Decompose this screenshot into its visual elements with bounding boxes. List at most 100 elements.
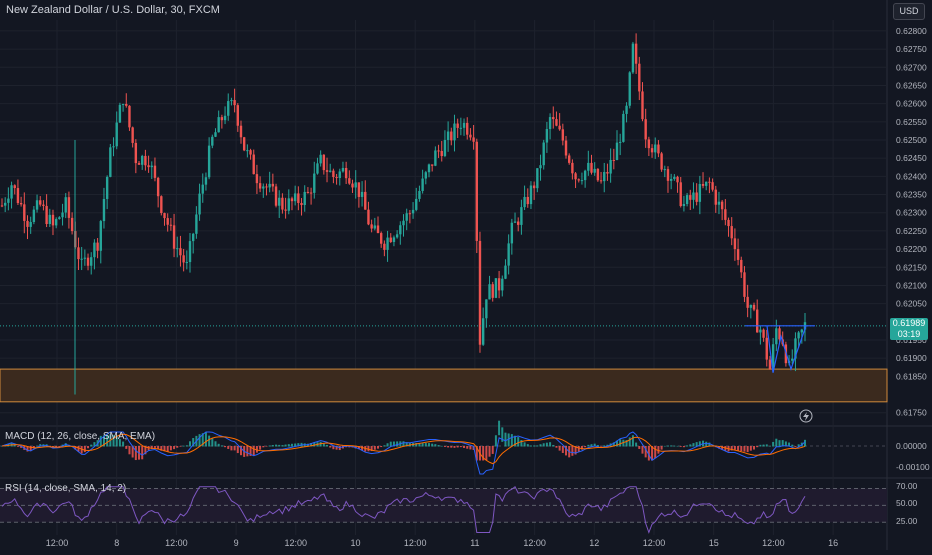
x-tick-label: 12:00 [285, 538, 308, 548]
candle-body [118, 104, 122, 123]
macd-histogram-bar [765, 444, 768, 447]
candle-body [249, 150, 252, 155]
candle-body [596, 168, 600, 181]
macd-histogram-bar [743, 446, 746, 452]
candle-body [179, 248, 182, 256]
candle-body [335, 177, 338, 179]
candle-body [227, 101, 230, 116]
candle-body [402, 220, 405, 226]
candle-body [217, 117, 220, 133]
macd-label[interactable]: MACD (12, 26, close, SMA, EMA) [5, 431, 156, 442]
macd-histogram-bar [565, 446, 568, 456]
macd-histogram-bar [740, 446, 743, 452]
macd-histogram-bar [112, 435, 115, 447]
candle-body [746, 296, 749, 308]
candle-body [281, 197, 284, 210]
macd-histogram-bar [756, 446, 759, 448]
candle-body [376, 225, 380, 234]
candle-body [207, 145, 211, 178]
candle-body [341, 167, 345, 172]
candle-body [644, 119, 647, 140]
macd-histogram-bar [287, 444, 290, 447]
candle-body [797, 332, 800, 339]
candle-body [214, 132, 217, 137]
candle-body [418, 190, 421, 199]
candle-body [660, 153, 663, 170]
candle-body [647, 139, 651, 149]
candle-body [166, 218, 169, 225]
macd-histogram-bar [549, 442, 552, 447]
candle-body [141, 155, 144, 165]
candle-body [367, 209, 370, 225]
macd-histogram-bar [520, 440, 523, 447]
candle-body [526, 196, 529, 205]
candle-body [61, 212, 64, 218]
macd-histogram-bar [74, 446, 77, 450]
macd-histogram-bar [252, 446, 255, 456]
candle-body [434, 150, 437, 166]
macd-histogram-bar [431, 443, 434, 447]
macd-histogram-bar [310, 443, 313, 447]
candle-body [156, 177, 160, 197]
macd-histogram-bar [529, 445, 532, 447]
candle-body [567, 155, 571, 163]
macd-histogram-bar [794, 446, 797, 447]
macd-histogram-bar [255, 446, 258, 453]
macd-histogram-bar [290, 443, 293, 447]
candle-body [657, 144, 660, 154]
candle-body [134, 142, 138, 164]
candle-body [529, 185, 533, 205]
macd-histogram-bar [603, 445, 606, 447]
candle-body [303, 191, 306, 206]
macd-histogram-bar [224, 446, 227, 448]
macd-histogram-bar [275, 444, 278, 447]
candle-body [93, 242, 96, 258]
macd-histogram-bar [99, 435, 102, 447]
candle-body [711, 182, 714, 190]
macd-histogram-bar [90, 444, 93, 447]
macd-histogram-bar [284, 444, 287, 447]
y-tick-label: 0.62300 [896, 208, 927, 218]
candle-body [654, 144, 657, 153]
macd-histogram-bar [485, 446, 488, 461]
macd-histogram-bar [192, 438, 195, 447]
y-tick-label: 0.62800 [896, 26, 927, 36]
candle-body [67, 197, 71, 218]
candle-body [615, 142, 619, 161]
x-tick-label: 12:00 [523, 538, 546, 548]
y-tick-label: 0.61900 [896, 353, 927, 363]
candle-body [421, 178, 424, 191]
macd-histogram-bar [679, 446, 682, 447]
y-tick-label: 0.62700 [896, 62, 927, 72]
candle-body [150, 165, 153, 168]
macd-histogram-bar [759, 444, 762, 447]
macd-histogram-bar [377, 446, 380, 449]
macd-histogram-bar [386, 443, 389, 447]
currency-button[interactable]: USD [893, 3, 925, 20]
candle-body [188, 241, 192, 263]
candle-body [147, 165, 150, 168]
candle-body [316, 163, 319, 174]
rsi-label[interactable]: RSI (14, close, SMA, 14, 2) [5, 483, 127, 494]
candle-body [274, 186, 278, 206]
candle-body [778, 328, 781, 340]
macd-histogram-bar [389, 441, 392, 447]
candle-body [306, 191, 310, 193]
macd-histogram-bar [77, 446, 80, 452]
y-tick-label: 0.62600 [896, 99, 927, 109]
candle-body [80, 258, 83, 260]
candle-body [99, 221, 102, 251]
candle-body [405, 213, 408, 221]
y-tick-label: 0.62400 [896, 171, 927, 181]
macd-histogram-bar [791, 444, 794, 447]
candle-body [204, 177, 208, 185]
candle-body [265, 186, 268, 188]
candle-body [160, 196, 163, 214]
candle-body [800, 329, 804, 333]
x-tick-label: 10 [350, 538, 360, 548]
macd-histogram-bar [501, 427, 504, 442]
candle-body [765, 337, 768, 360]
y-tick-label: 0.62150 [896, 262, 927, 272]
